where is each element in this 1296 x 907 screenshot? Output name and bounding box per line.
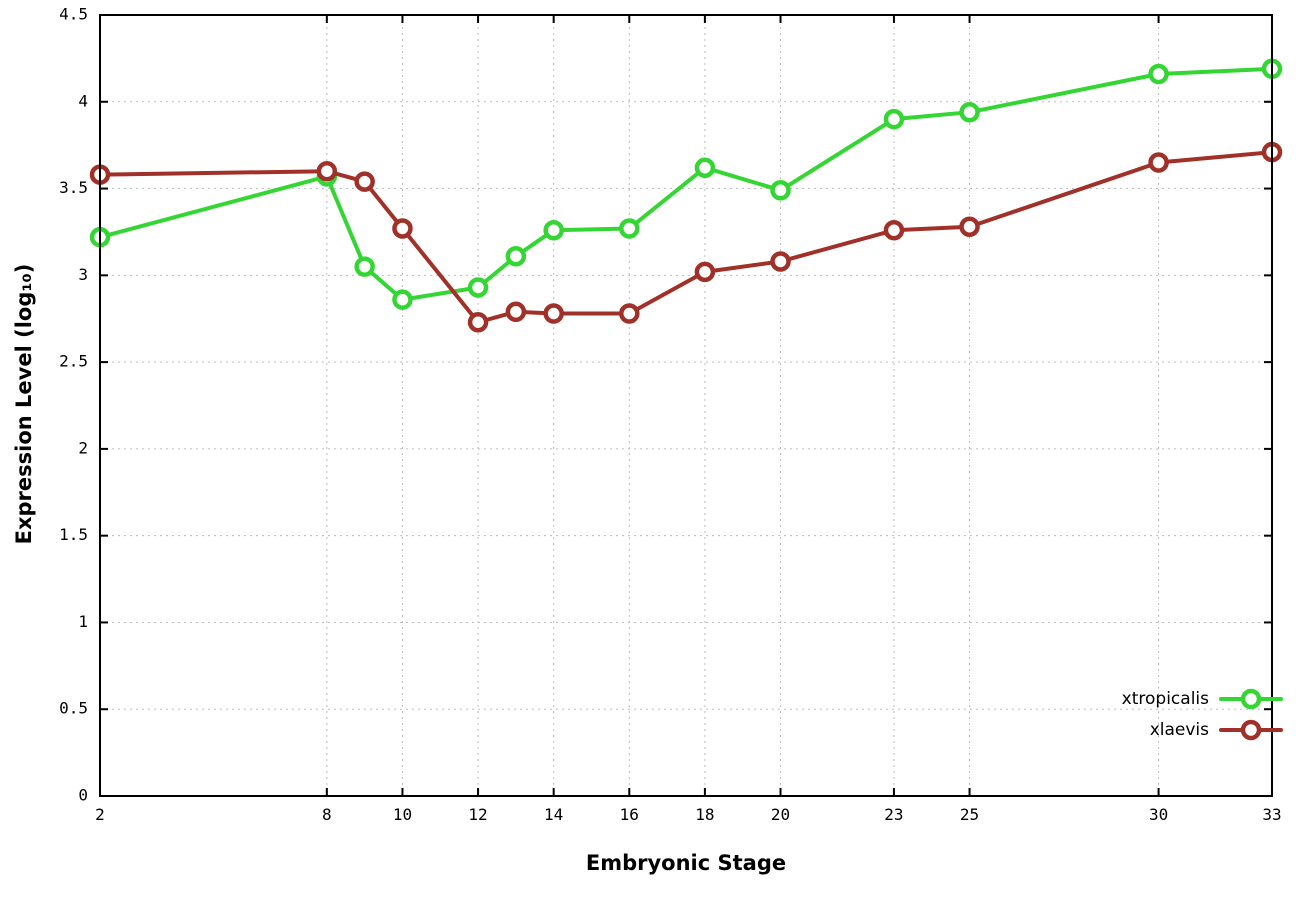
legend: xtropicalis xlaevis [1122, 688, 1283, 741]
y-tick-label: 3 [78, 265, 88, 284]
data-point-xtropicalis [770, 180, 791, 201]
data-point-xlaevis [770, 251, 791, 272]
x-tick-label: 25 [960, 805, 979, 824]
legend-sample-xlaevis [1219, 719, 1283, 741]
data-point-xtropicalis [467, 277, 489, 298]
data-point-xtropicalis [354, 256, 375, 277]
data-point-xtropicalis [505, 245, 527, 267]
x-axis-title: Embryonic Stage [585, 851, 787, 875]
y-tick-label: 1.5 [59, 525, 88, 544]
x-tick-label: 18 [695, 805, 714, 824]
legend-label-xtropicalis: xtropicalis [1121, 689, 1209, 709]
data-point-xtropicalis [392, 289, 413, 310]
y-tick-label: 2 [78, 438, 88, 457]
data-point-xlaevis [467, 311, 489, 333]
data-point-xlaevis [354, 171, 375, 192]
data-point-xtropicalis [883, 108, 905, 130]
y-axis-title: Expression Level (log₁₀) [12, 263, 36, 545]
legend-label-xlaevis: xlaevis [1149, 720, 1209, 740]
data-point-xtropicalis [1148, 63, 1169, 85]
y-tick-label: 1 [78, 612, 88, 631]
data-point-xlaevis [959, 216, 980, 237]
x-tick-label: 14 [544, 805, 563, 824]
data-point-xlaevis [619, 303, 640, 324]
y-tick-label: 0 [78, 786, 88, 805]
x-tick-label: 33 [1262, 805, 1281, 824]
x-tick-label: 20 [771, 805, 790, 824]
legend-sample-marker [1240, 719, 1262, 741]
x-tick-label: 16 [620, 805, 639, 824]
y-tick-label: 3.5 [59, 178, 88, 197]
y-tick-label: 4 [78, 91, 88, 110]
data-point-xtropicalis [959, 101, 980, 123]
data-point-xlaevis [543, 303, 564, 324]
x-tick-label: 8 [322, 805, 332, 824]
data-point-xlaevis [694, 261, 716, 283]
x-tick-label: 30 [1149, 805, 1168, 824]
x-tick-label: 12 [468, 805, 487, 824]
data-point-xlaevis [505, 301, 527, 323]
y-tick-label: 4.5 [59, 5, 88, 24]
legend-sample-xtropicalis [1219, 688, 1283, 710]
data-point-xlaevis [392, 218, 413, 239]
legend-sample-marker [1240, 688, 1262, 710]
series-line-xlaevis [98, 150, 1274, 325]
legend-item-xlaevis: xlaevis [1122, 719, 1283, 741]
plot-border [99, 14, 1273, 797]
data-point-xlaevis [883, 219, 905, 241]
x-tick-label: 2 [95, 805, 105, 824]
y-tick-label: 0.5 [59, 699, 88, 718]
x-tick-label: 23 [884, 805, 903, 824]
x-tick-label: 10 [393, 805, 412, 824]
data-point-xtropicalis [694, 157, 716, 178]
data-point-xlaevis [1148, 152, 1169, 173]
data-point-xlaevis [316, 160, 338, 182]
data-point-xtropicalis [543, 219, 564, 241]
data-point-xtropicalis [619, 218, 640, 239]
legend-item-xtropicalis: xtropicalis [1122, 688, 1283, 710]
y-tick-label: 2.5 [59, 352, 88, 371]
